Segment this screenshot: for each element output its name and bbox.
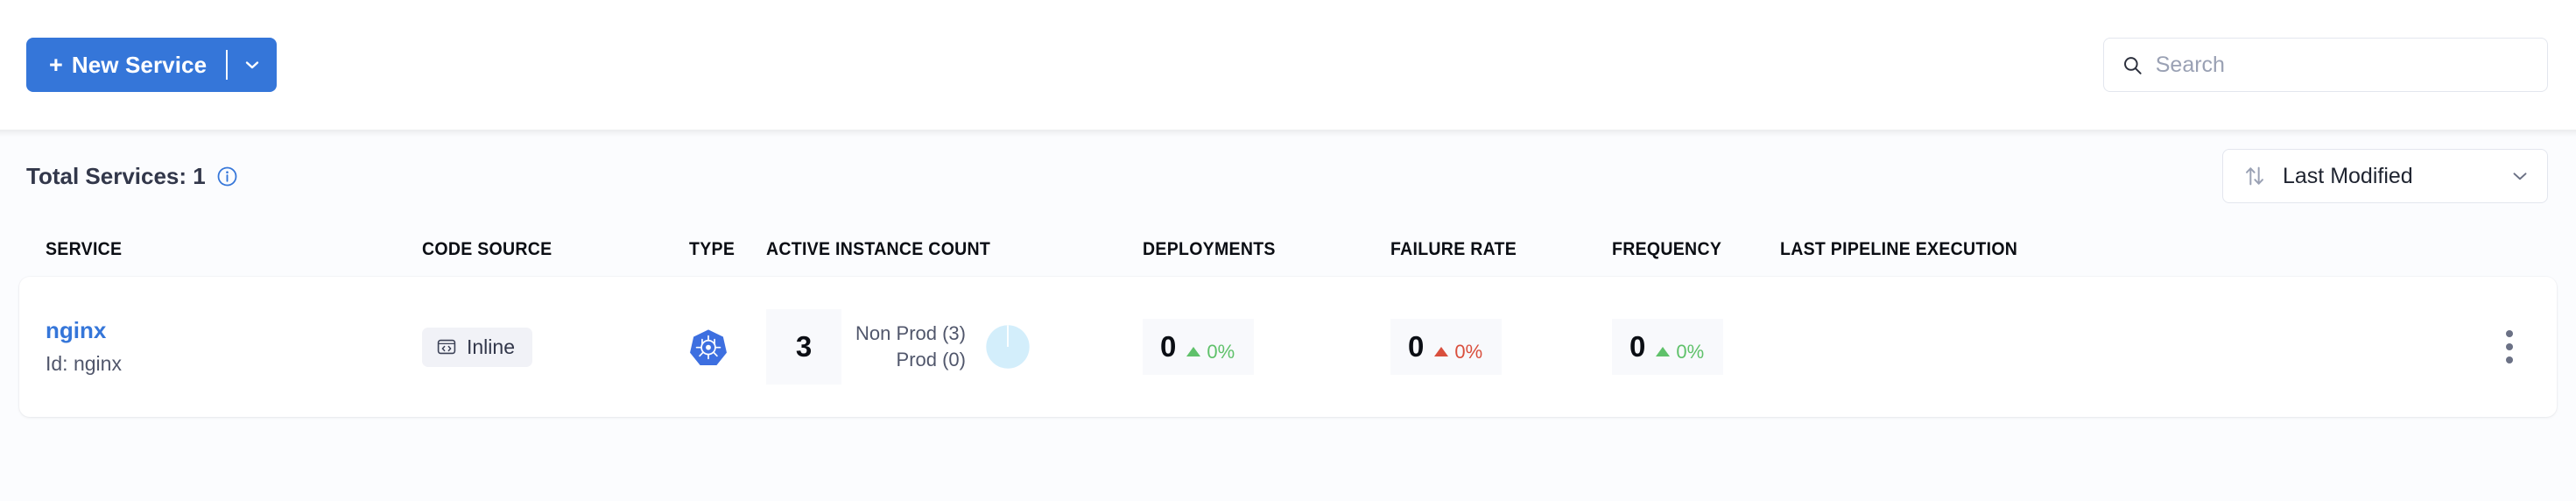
kebab-menu-icon[interactable] [2497,321,2522,372]
sort-value: Last Modified [2283,163,2413,188]
services-table: SERVICE CODE SOURCE TYPE ACTIVE INSTANCE… [0,222,2576,417]
prod-count: Prod (0) [896,349,966,370]
cell-type [689,328,766,366]
kubernetes-icon [689,328,766,366]
table-row[interactable]: nginx Id: nginx Inline [19,277,2557,417]
pie-chart-icon [986,325,1030,369]
trend-up-icon [1434,347,1449,356]
service-name-link[interactable]: nginx [46,316,107,343]
cell-frequency: 0 0% [1612,319,1780,375]
cell-actions [2469,321,2550,372]
new-service-split-button[interactable]: + New Service [26,38,278,92]
frequency-delta-value: 0% [1676,340,1705,363]
sort-dropdown[interactable]: Last Modified [2222,149,2548,203]
column-header-last-pipeline-execution: LAST PIPELINE EXECUTION [1780,239,2018,259]
failure-rate-delta-value: 0% [1454,340,1483,363]
frequency-delta: 0% [1656,341,1704,363]
column-header-deployments: DEPLOYMENTS [1143,239,1276,259]
chevron-down-icon [245,61,259,69]
deployments-value: 0 [1160,330,1177,363]
failure-rate-delta: 0% [1434,341,1482,363]
trend-up-icon [1656,347,1671,356]
top-toolbar: + New Service [0,0,2576,137]
cell-code-source: Inline [422,327,689,367]
environment-breakdown: Non Prod (3) Prod (0) [854,321,966,372]
code-source-badge: Inline [422,327,532,367]
new-service-label: New Service [71,51,208,78]
non-prod-count: Non Prod (3) [855,322,966,345]
code-block-icon [437,339,456,355]
service-id: Id: nginx [46,352,122,376]
button-divider [226,50,229,80]
sort-arrows-icon [2246,166,2263,186]
cell-failure-rate: 0 0% [1390,319,1612,375]
column-header-service: SERVICE [46,239,123,259]
deployments-delta-value: 0% [1207,340,1235,363]
summary-bar: Total Services: 1 Last Modified [0,130,2576,222]
column-header-failure-rate: FAILURE RATE [1390,239,1517,259]
trend-up-icon [1186,347,1201,356]
new-service-button[interactable]: + New Service [26,38,226,92]
search-icon [2124,56,2142,74]
new-service-dropdown-toggle[interactable] [228,38,277,92]
total-services: Total Services: 1 [26,163,238,190]
frequency-metric: 0 0% [1612,319,1724,375]
search-box[interactable] [2103,38,2548,92]
deployments-metric: 0 0% [1143,319,1255,375]
column-header-type: TYPE [689,239,735,259]
cell-service: nginx Id: nginx [46,316,422,377]
plus-icon: + [49,51,63,78]
table-header-row: SERVICE CODE SOURCE TYPE ACTIVE INSTANCE… [19,222,2557,277]
column-header-active-instance-count: ACTIVE INSTANCE COUNT [766,239,991,259]
total-services-label: Total Services: 1 [26,162,206,189]
failure-rate-value: 0 [1408,330,1425,363]
column-header-frequency: FREQUENCY [1612,239,1722,259]
frequency-value: 0 [1629,330,1646,363]
search-input[interactable] [2155,52,2530,78]
column-header-code-source: CODE SOURCE [422,239,553,259]
info-circle-icon[interactable] [216,166,238,187]
deployments-delta: 0% [1186,341,1235,363]
cell-deployments: 0 0% [1143,319,1390,375]
cell-active-instance-count: 3 Non Prod (3) Prod (0) [766,309,1143,385]
failure-rate-metric: 0 0% [1390,319,1503,375]
chevron-down-icon [2513,173,2527,180]
instance-count-value: 3 [766,309,841,385]
code-source-label: Inline [467,335,515,358]
